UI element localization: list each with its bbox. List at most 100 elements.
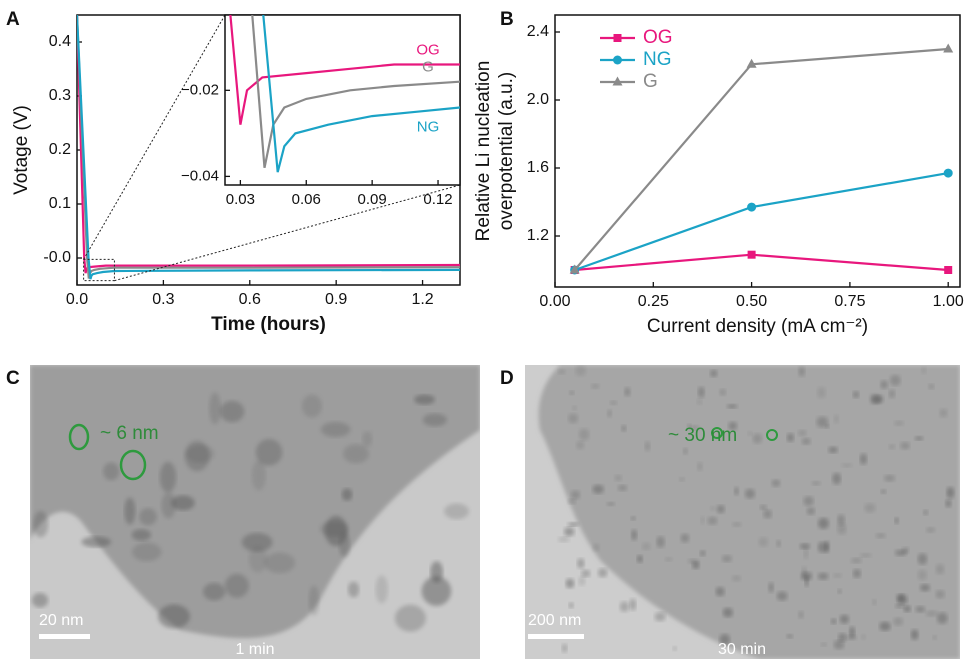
texture-blob xyxy=(859,553,872,558)
texture-blob xyxy=(728,421,738,431)
texture-blob xyxy=(124,497,136,525)
texture-blob xyxy=(609,400,618,405)
texture-blob xyxy=(641,542,651,551)
y-axis-label: Relative Li nucleation xyxy=(473,61,494,242)
texture-blob xyxy=(592,543,600,552)
series-line xyxy=(262,15,460,173)
texture-blob xyxy=(768,582,774,593)
texture-blob xyxy=(715,586,725,597)
panel-label: C xyxy=(6,368,20,389)
texture-blob xyxy=(752,433,763,444)
texture-blob xyxy=(699,550,706,557)
marker xyxy=(746,58,757,68)
texture-blob xyxy=(879,621,891,632)
texture-blob xyxy=(900,442,910,450)
panel-label: D xyxy=(500,368,514,389)
texture-blob xyxy=(914,436,924,441)
texture-blob xyxy=(841,463,853,468)
series-label: NG xyxy=(417,119,440,136)
texture-blob xyxy=(581,569,591,578)
texture-blob xyxy=(606,501,615,507)
texture-blob xyxy=(103,462,120,481)
texture-blob xyxy=(680,533,690,543)
y-tick-label: 1.2 xyxy=(527,227,549,244)
texture-blob xyxy=(700,516,705,525)
marker xyxy=(943,168,953,178)
series-label: G xyxy=(422,59,434,76)
marker xyxy=(613,55,622,65)
texture-blob xyxy=(731,575,742,582)
x-axis-label: Current density (mA cm⁻²) xyxy=(647,316,868,337)
texture-blob xyxy=(893,617,904,626)
texture-blob xyxy=(575,365,586,376)
texture-blob xyxy=(557,369,566,375)
x-tick-label: 0.6 xyxy=(239,291,261,308)
series-line xyxy=(77,15,460,274)
texture-blob xyxy=(825,424,830,429)
x-tick-label: 0.03 xyxy=(226,191,255,208)
texture-blob xyxy=(710,506,716,511)
texture-blob xyxy=(818,517,829,530)
y-axis-label: overpotential (a.u.) xyxy=(496,72,517,230)
x-tick-label: 0.00 xyxy=(539,293,570,310)
texture-blob xyxy=(301,394,322,418)
series-line xyxy=(251,15,460,169)
texture-blob xyxy=(33,511,49,538)
texture-blob xyxy=(683,447,688,455)
texture-blob xyxy=(894,420,904,426)
texture-blob xyxy=(776,540,781,547)
panel-label: B xyxy=(500,9,514,30)
texture-blob xyxy=(576,440,585,450)
texture-blob xyxy=(631,529,637,541)
marker xyxy=(612,76,623,86)
x-tick-label: 0.09 xyxy=(358,191,387,208)
texture-blob xyxy=(888,444,896,450)
texture-blob xyxy=(570,490,581,500)
sample-region xyxy=(538,365,960,659)
y-tick-label: 0.2 xyxy=(49,141,71,158)
x-axis-label: Time (hours) xyxy=(211,314,326,335)
texture-blob xyxy=(821,642,827,647)
size-annotation: ~ 30 nm xyxy=(668,425,737,446)
texture-blob xyxy=(747,644,753,652)
texture-blob xyxy=(786,634,793,639)
y-tick-label: −0.04 xyxy=(181,167,219,184)
texture-blob xyxy=(656,536,665,548)
texture-blob xyxy=(696,398,703,405)
texture-blob xyxy=(567,522,580,527)
texture-blob xyxy=(664,557,673,562)
y-tick-label: 0.4 xyxy=(49,33,71,50)
texture-blob xyxy=(621,425,627,432)
texture-blob xyxy=(917,553,928,565)
texture-blob xyxy=(803,496,814,506)
texture-blob xyxy=(747,431,753,436)
texture-blob xyxy=(889,374,901,386)
annotation-c: ~ 6 nm 20 nm 1 min xyxy=(39,423,275,658)
x-tick-label: 1.2 xyxy=(411,291,433,308)
texture-blob xyxy=(577,558,585,569)
texture-blob xyxy=(915,605,926,613)
texture-blob xyxy=(864,503,876,513)
texture-blob xyxy=(880,380,888,389)
y-tick-label: 2.0 xyxy=(527,91,549,108)
texture-blob xyxy=(798,366,805,377)
texture-blob xyxy=(308,585,320,616)
texture-blob xyxy=(158,604,190,629)
texture-blob xyxy=(591,383,600,389)
marker xyxy=(747,202,757,212)
texture-blob xyxy=(828,446,838,454)
texture-blob xyxy=(895,603,905,609)
zoom-box xyxy=(83,258,115,282)
texture-blob xyxy=(251,460,266,491)
texture-blob xyxy=(241,532,273,552)
texture-blob xyxy=(801,438,811,445)
texture-blob xyxy=(919,583,931,592)
legend-label: G xyxy=(643,71,658,92)
texture-blob xyxy=(888,389,896,399)
texture-blob xyxy=(644,441,651,452)
texture-blob xyxy=(832,472,842,485)
texture-blob xyxy=(343,444,369,464)
tem-image xyxy=(30,365,480,659)
texture-blob xyxy=(592,484,604,494)
texture-blob xyxy=(872,395,884,404)
